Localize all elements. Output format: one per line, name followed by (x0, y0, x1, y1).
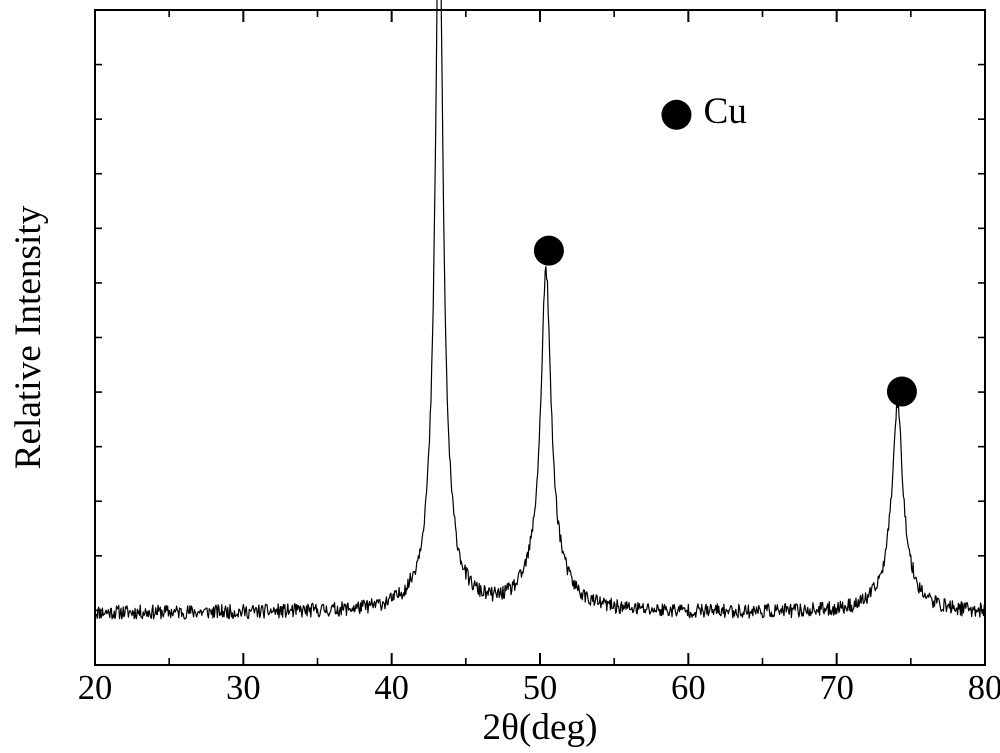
legend-label: Cu (703, 91, 746, 132)
y-axis-label: Relative Intensity (8, 205, 49, 469)
peak-marker-icon (887, 377, 917, 407)
xrd-chart: 20 30 40 50 60 70 80 2θ(deg) Relative Intensity C… (0, 0, 1000, 753)
xrd-chart-container: 20 30 40 50 60 70 80 2θ(deg) Relative Intensity C… (0, 0, 1000, 753)
x-tick-label: 20 (78, 669, 113, 707)
x-tick-label: 50 (523, 669, 558, 707)
x-tick-label: 40 (374, 669, 409, 707)
legend-marker-icon (661, 100, 691, 130)
x-tick-label: 80 (968, 669, 1000, 707)
x-tick-label: 30 (226, 669, 261, 707)
x-axis-label: 2θ(deg) (482, 707, 597, 748)
peak-marker-icon (534, 236, 564, 266)
x-tick-label: 60 (671, 669, 706, 707)
x-tick-label: 70 (819, 669, 854, 707)
